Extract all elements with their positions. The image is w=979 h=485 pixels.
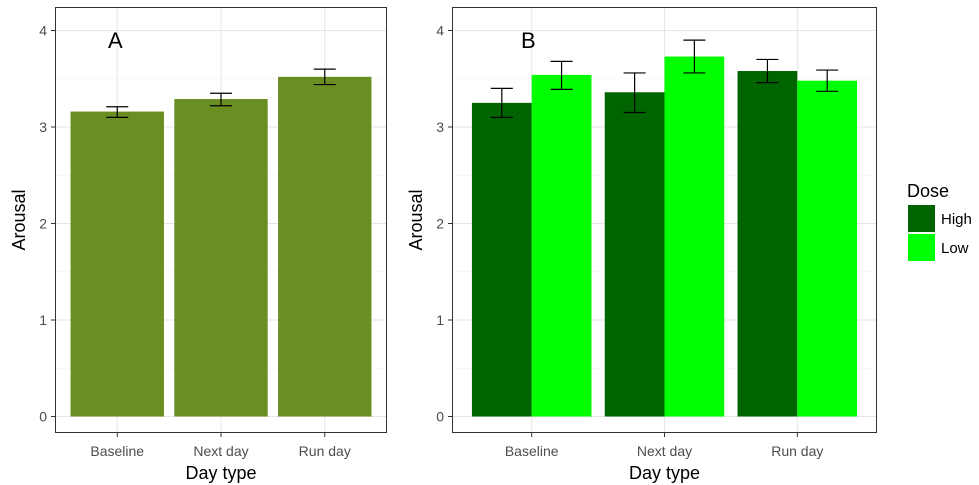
y-tick-label: 3: [436, 119, 444, 135]
bar: [174, 99, 268, 417]
panel-b-y-ticks: 0 1 2 3 4: [436, 23, 452, 425]
legend: Dose High Low: [907, 181, 972, 261]
x-tick-label: Baseline: [505, 443, 559, 459]
y-tick-label: 4: [436, 23, 444, 39]
x-tick-label: Next day: [637, 443, 692, 459]
bar: [471, 102, 532, 417]
legend-swatch: [908, 234, 935, 261]
y-tick-label: 2: [39, 216, 47, 232]
bar: [664, 56, 725, 417]
x-tick-label: Run day: [771, 443, 823, 459]
panel-a-bars: [70, 76, 372, 417]
y-tick-label: 2: [436, 216, 444, 232]
x-tick-label: Run day: [299, 443, 351, 459]
y-tick-label: 4: [39, 23, 47, 39]
legend-items: High Low: [908, 205, 972, 261]
legend-swatch: [908, 205, 935, 232]
bar: [278, 76, 372, 417]
y-tick-label: 1: [39, 312, 47, 328]
bar: [531, 74, 592, 417]
panel-b-bars: [471, 56, 858, 417]
bar: [70, 111, 164, 417]
panel-a-label: A: [108, 28, 123, 53]
panel-a-x-axis-title: Day type: [185, 463, 256, 483]
panel-a-y-axis-title: Arousal: [9, 189, 29, 250]
panel-b-x-axis-title: Day type: [629, 463, 700, 483]
panel-b-error-bars: [490, 39, 839, 118]
panel-a-x-ticks: Baseline Next day Run day: [90, 433, 351, 459]
bar: [797, 80, 858, 417]
panel-a-error-bars: [106, 68, 336, 118]
panel-b-label: B: [521, 28, 536, 53]
panel-b-border: [452, 7, 877, 433]
panel-a-border: [55, 7, 387, 433]
panel-b-y-axis-title: Arousal: [406, 189, 426, 250]
panel-b-x-ticks: Baseline Next day Run day: [505, 433, 823, 459]
panel-b: 0 1 2 3 4 Baseline Next day Run day B Day type…: [406, 7, 877, 483]
bar: [737, 71, 798, 417]
bar: [604, 92, 665, 417]
y-tick-label: 0: [436, 409, 444, 425]
legend-label: High: [941, 211, 972, 228]
y-tick-label: 1: [436, 312, 444, 328]
y-tick-label: 3: [39, 119, 47, 135]
legend-title: Dose: [907, 181, 949, 201]
legend-label: Low: [941, 240, 969, 257]
panel-a-y-ticks: 0 1 2 3 4: [39, 23, 55, 425]
y-tick-label: 0: [39, 409, 47, 425]
panel-a: 0 1 2 3 4 Baseline Next day Run day A Day type…: [9, 7, 387, 483]
x-tick-label: Baseline: [90, 443, 144, 459]
x-tick-label: Next day: [193, 443, 248, 459]
